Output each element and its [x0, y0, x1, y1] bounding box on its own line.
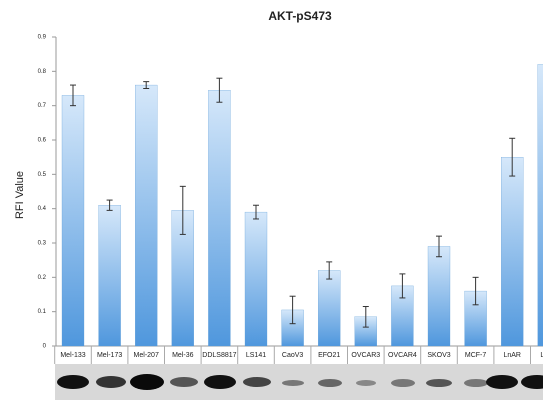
bar [428, 246, 450, 346]
blot [55, 364, 543, 400]
x-tick-label: Mel-173 [97, 352, 122, 359]
blot-band [426, 379, 452, 387]
blot-band [356, 380, 376, 386]
y-tick-label: 0.1 [38, 309, 47, 315]
blot-band [243, 377, 271, 387]
blot-band [96, 376, 126, 388]
bar [538, 64, 543, 346]
x-tick-label: EFO21 [318, 352, 340, 359]
x-tick-label: SKOV3 [427, 352, 450, 359]
y-tick-label: 0.8 [38, 69, 47, 75]
y-tick-label: 0.9 [38, 35, 47, 41]
blot-band [486, 375, 518, 389]
blot-band [204, 375, 236, 389]
bar [318, 270, 340, 346]
y-tick-label: 0.2 [38, 275, 47, 281]
x-tick-label: MCF-7 [465, 352, 486, 359]
chart: AKT-pS473 RFI Value 00.10.20.30.40.50.60… [0, 0, 543, 400]
y-axis-label: RFI Value [14, 171, 26, 219]
bar [62, 95, 84, 346]
x-tick-label: Mel-36 [172, 352, 194, 359]
chart-title: AKT-pS473 [268, 9, 332, 23]
x-tick-label: DDLS8817 [202, 352, 236, 359]
x-tick-label: Mel-133 [60, 352, 85, 359]
bar [135, 85, 157, 346]
blot-band [318, 379, 342, 387]
x-tick-label: OVCAR3 [351, 352, 380, 359]
bar [99, 205, 121, 346]
y-tick-label: 0.5 [38, 172, 47, 178]
blot-band [170, 377, 198, 387]
y-tick-label: 0.6 [38, 138, 47, 144]
y-tick-label: 0.3 [38, 241, 47, 247]
bar [245, 212, 267, 346]
y-tick-label: 0.7 [38, 103, 47, 109]
x-tick-label: CaoV3 [282, 352, 304, 359]
blot-band [464, 379, 488, 387]
x-tick-label: LS141 [246, 352, 266, 359]
blot-band [130, 374, 164, 390]
blot-band [391, 379, 415, 387]
x-tick-label: Mel-207 [134, 352, 159, 359]
blot-band [57, 375, 89, 389]
x-tick-label: OVCAR4 [388, 352, 417, 359]
blot-band [282, 380, 304, 386]
y-tick-label: 0.4 [38, 206, 47, 212]
bar [208, 90, 230, 346]
x-tick-label: LnAR [503, 352, 521, 359]
bar [501, 157, 523, 346]
